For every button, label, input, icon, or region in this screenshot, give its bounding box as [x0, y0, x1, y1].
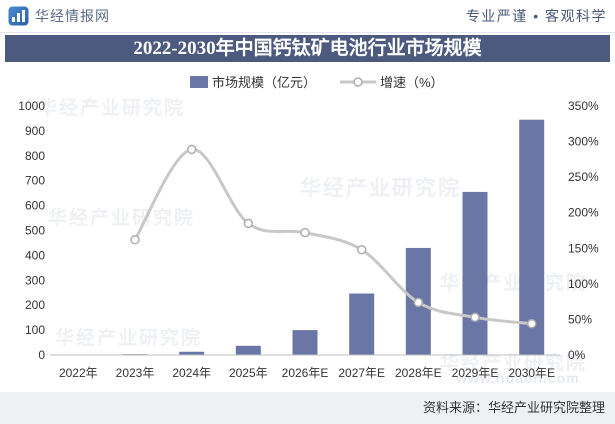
site-logo: 华经情报网 [8, 6, 110, 26]
growth-rate-point [470, 312, 480, 323]
slogan: 专业严谨 • 客观科学 [465, 8, 607, 24]
left-axis-tick-label: 100 [25, 323, 45, 337]
x-axis-tick-labels: 2022年 2023年 2024年 2025年 2026年E 2027年E 2028年E 20… [59, 366, 555, 380]
right-axis-tick-label: 250% [568, 170, 599, 184]
market-size-bars [65, 119, 545, 355]
x-axis-tick-label: 2029年E [452, 366, 499, 380]
legend-line-marker [353, 77, 363, 87]
right-axis-tick-label: 300% [568, 135, 599, 149]
right-axis-tick-label: 100% [568, 277, 599, 291]
growth-rate-point [413, 297, 424, 308]
right-axis-tick-labels: 0% 50% 100% 150% 200% 250% 300% 350% [568, 99, 599, 362]
left-axis-tick-labels: 0 100 200 300 400 500 600 700 800 900 1000 [18, 99, 45, 362]
growth-rate-point [526, 318, 537, 329]
market-size-bar [349, 293, 375, 355]
watermark-url: www.huaon.com [456, 370, 580, 386]
right-axis-tick-label: 150% [568, 241, 599, 255]
left-axis-tick-label: 900 [25, 124, 45, 138]
x-axis-tick-label: 2024年 [172, 366, 211, 380]
growth-rate-points [130, 144, 537, 329]
growth-rate-point [186, 144, 197, 155]
watermark-text: 华经产业研究院 [38, 98, 186, 119]
watermark-text: 华经产业研究院 [48, 208, 196, 229]
left-axis-tick-label: 200 [25, 298, 45, 312]
x-axis-tick-label: 2025年 [229, 366, 268, 380]
x-axis-tick-label: 2027年E [338, 366, 385, 380]
right-axis-tick-label: 50% [568, 312, 592, 326]
left-axis-tick-label: 300 [25, 273, 45, 287]
market-size-bar [292, 330, 318, 355]
legend-line-label: 增速（%） [380, 75, 444, 90]
x-axis-tick-label: 2022年 [59, 366, 98, 380]
legend-bar-swatch [190, 76, 208, 88]
x-axis-tick-label: 2028年E [395, 366, 442, 380]
left-axis-tick-label: 800 [25, 149, 45, 163]
growth-rate-point [356, 244, 367, 255]
title-band: 2022-2030年中国钙钛矿电池行业市场规模 [5, 35, 610, 62]
chart-title: 2022-2030年中国钙钛矿电池行业市场规模 [133, 38, 482, 59]
legend-bar-label: 市场规模（亿元） [212, 75, 316, 90]
x-axis-tick-label: 2030年E [508, 366, 555, 380]
growth-rate-point [300, 227, 310, 238]
huajing-logo-icon [8, 6, 29, 26]
left-axis-tick-label: 400 [25, 248, 45, 262]
left-axis-tick-label: 700 [25, 174, 45, 188]
growth-rate-point [243, 218, 254, 229]
watermark-text: 华经产业研究院 [440, 353, 588, 374]
growth-rate-point [130, 234, 140, 245]
market-size-bar [179, 351, 205, 355]
market-size-chart: 市场规模（亿元） 增速（%） 0 100 200 300 400 500 600 700 800… [18, 75, 599, 380]
logo-text: 华经情报网 [35, 8, 110, 24]
right-axis-tick-label: 350% [568, 99, 599, 113]
right-axis-tick-label: 0% [568, 348, 586, 362]
footer: 资料来源：华经产业研究院整理 [0, 392, 615, 424]
watermark-text: 华经产业研究院 [55, 328, 203, 349]
left-axis-tick-label: 0 [38, 348, 45, 362]
market-size-bar [519, 119, 545, 355]
market-size-bar [462, 191, 488, 355]
data-source: 资料来源：华经产业研究院整理 [422, 400, 605, 415]
watermark-text: 华经产业研究院 [300, 177, 461, 200]
x-axis-tick-label: 2023年 [116, 366, 155, 380]
market-size-bar [235, 345, 261, 355]
x-axis-tick-label: 2026年E [282, 366, 329, 380]
right-axis-tick-label: 200% [568, 206, 599, 220]
left-axis-tick-label: 1000 [18, 99, 45, 113]
left-axis-tick-label: 500 [25, 224, 45, 238]
left-axis-tick-label: 600 [25, 199, 45, 213]
legend: 市场规模（亿元） 增速（%） [190, 75, 444, 90]
site-header: 华经情报网 专业严谨 • 客观科学 [0, 0, 615, 33]
